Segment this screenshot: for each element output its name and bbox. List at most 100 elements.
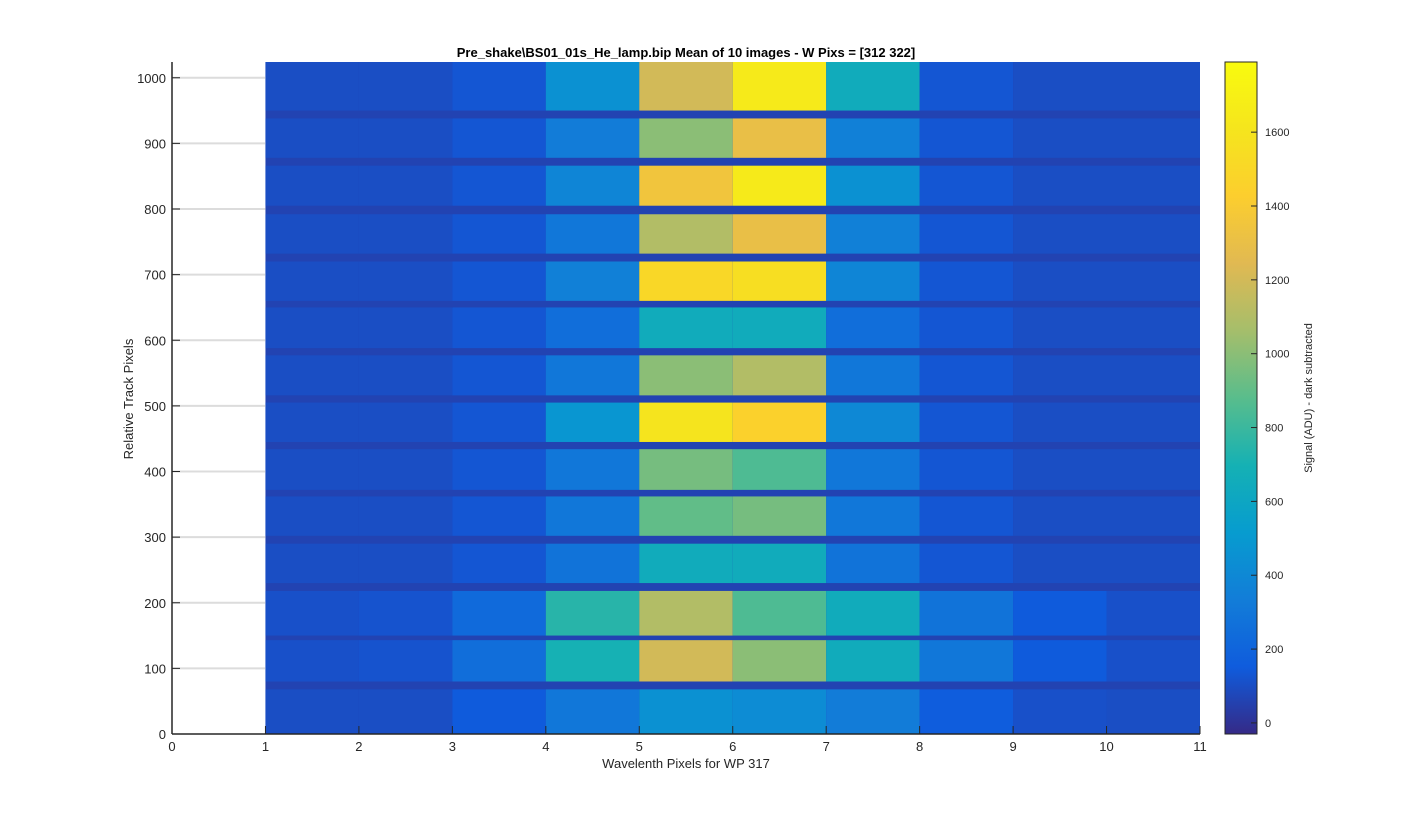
colorbar-tick-label: 200: [1265, 644, 1283, 656]
heatmap-cell: [1013, 543, 1107, 584]
x-tick-label: 0: [168, 739, 175, 754]
heatmap-cell: [545, 62, 640, 111]
heatmap-cell: [732, 689, 827, 734]
heatmap-cell: [919, 496, 1014, 536]
heatmap-cell: [452, 590, 546, 636]
heatmap-cell: [919, 261, 1014, 301]
heatmap-cell: [1106, 118, 1200, 158]
heatmap-cell: [732, 261, 827, 301]
heatmap-cell: [919, 118, 1014, 158]
x-tick-label: 2: [355, 739, 362, 754]
heatmap-cell: [358, 543, 453, 584]
x-axis-label: Wavelenth Pixels for WP 317: [602, 756, 770, 771]
heatmap-cell: [639, 689, 733, 734]
heatmap-cell: [358, 496, 453, 536]
heatmap-cell: [639, 118, 733, 158]
heatmap-cell: [639, 449, 733, 490]
colorbar: [1224, 61, 1258, 735]
heatmap-cell: [545, 118, 640, 158]
heatmap-cell: [826, 543, 920, 584]
heatmap-cell: [545, 640, 640, 682]
heatmap-cell: [1013, 689, 1107, 734]
grid: [172, 76, 266, 670]
heatmap-cell: [545, 543, 640, 584]
heatmap-cell: [826, 62, 920, 111]
heatmap-cell: [732, 307, 827, 349]
heatmap-cell: [545, 496, 640, 536]
heatmap-cell: [826, 165, 920, 206]
heatmap-cell: [732, 590, 827, 636]
y-tick-label: 700: [144, 268, 166, 283]
heatmap-cell: [826, 496, 920, 536]
heatmap-cell: [732, 402, 827, 442]
y-tick-label: 800: [144, 202, 166, 217]
heatmap-cell: [358, 640, 453, 682]
heatmap-cell: [1013, 355, 1107, 396]
heatmap-cell: [452, 543, 546, 584]
heatmap-cell: [826, 118, 920, 158]
y-tick-label: 500: [144, 399, 166, 414]
heatmap-cell: [1013, 214, 1107, 254]
heatmap-cell: [265, 261, 359, 301]
heatmap-cell: [265, 62, 359, 111]
heatmap-cell: [545, 355, 640, 396]
heatmap-cell: [1106, 214, 1200, 254]
heatmap-cell: [265, 543, 359, 584]
heatmap-cell: [639, 214, 733, 254]
heatmap-cell: [826, 689, 920, 734]
heatmap-cell: [265, 118, 359, 158]
heatmap-cell: [265, 449, 359, 490]
heatmap-cell: [1013, 402, 1107, 442]
heatmap-cell: [1106, 590, 1200, 636]
heatmap-cell: [1013, 449, 1107, 490]
heatmap-cell: [452, 689, 546, 734]
heatmap-cell: [1013, 496, 1107, 536]
heatmap-cell: [1013, 62, 1107, 111]
heatmap-cell: [639, 543, 733, 584]
y-tick-label: 600: [144, 333, 166, 348]
heatmap-cell: [1106, 640, 1200, 682]
heatmap-cell: [919, 307, 1014, 349]
colorbar-ticks: 0 200 400 600 800 1000 1200 1400 1600: [1251, 127, 1289, 730]
heatmap-cell: [639, 62, 733, 111]
heatmap-cell: [826, 640, 920, 682]
heatmap-cell: [452, 307, 546, 349]
heatmap-cell: [919, 449, 1014, 490]
heatmap-cell: [1013, 118, 1107, 158]
heatmap-cell: [639, 590, 733, 636]
heatmap-cell: [358, 689, 453, 734]
x-tick-label: 7: [823, 739, 830, 754]
heatmap-cell: [1106, 355, 1200, 396]
colorbar-tick-label: 400: [1265, 570, 1283, 582]
x-tick-label: 3: [449, 739, 456, 754]
heatmap-cell: [358, 307, 453, 349]
heatmap-cell: [265, 496, 359, 536]
heatmap-cell: [639, 640, 733, 682]
heatmap-cell: [452, 62, 546, 111]
heatmap-cell: [545, 214, 640, 254]
heatmap-cell: [1106, 496, 1200, 536]
heatmap-cell: [639, 165, 733, 206]
colorbar-tick-label: 1200: [1265, 275, 1289, 287]
heatmap-cell: [452, 214, 546, 254]
heatmap-cell: [358, 355, 453, 396]
axes: [171, 62, 1200, 735]
y-tick-label: 100: [144, 661, 166, 676]
y-tick-label: 0: [159, 727, 166, 742]
heatmap-cell: [919, 640, 1014, 682]
heatmap-cell: [826, 307, 920, 349]
heatmap-cell: [1106, 543, 1200, 584]
heatmap-cell: [639, 355, 733, 396]
heatmap-cell: [358, 165, 453, 206]
heatmap-cell: [919, 214, 1014, 254]
heatmap-cell: [452, 449, 546, 490]
heatmap-cell: [1013, 165, 1107, 206]
heatmap-cell: [639, 496, 733, 536]
heatmap-cell: [358, 590, 453, 636]
heatmap-cell: [1106, 402, 1200, 442]
x-tick-label: 1: [262, 739, 269, 754]
heatmap-cell: [919, 62, 1014, 111]
heatmap-cell: [919, 689, 1014, 734]
heatmap-cell: [826, 402, 920, 442]
colorbar-tick-label: 1600: [1265, 127, 1289, 139]
